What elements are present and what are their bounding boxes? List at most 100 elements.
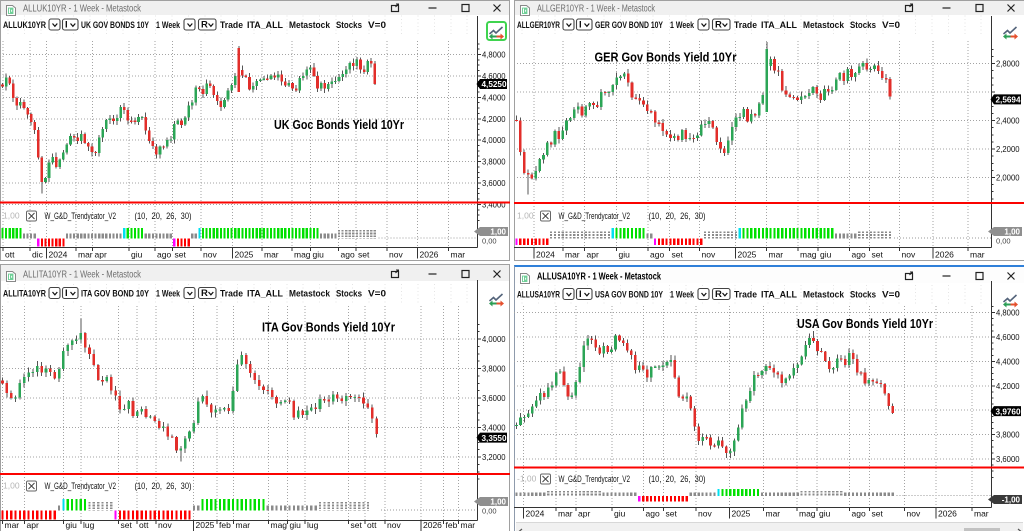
svg-text:Stocks: Stocks xyxy=(850,20,876,31)
svg-text:apr: apr xyxy=(587,250,599,260)
svg-text:UK GOV BONDS 10Y: UK GOV BONDS 10Y xyxy=(81,20,149,31)
svg-text:1,00: 1,00 xyxy=(3,481,20,491)
svg-text:4,0000: 4,0000 xyxy=(482,136,506,145)
svg-text:Trade: Trade xyxy=(220,289,243,300)
svg-text:nov: nov xyxy=(387,520,401,530)
svg-text:3,4000: 3,4000 xyxy=(482,200,506,209)
svg-text:lug: lug xyxy=(83,520,95,530)
svg-text:1 Week: 1 Week xyxy=(670,20,694,31)
svg-text:W_G&D_Trendycator_V2: W_G&D_Trendycator_V2 xyxy=(559,474,631,484)
svg-text:3,8000: 3,8000 xyxy=(996,431,1020,440)
svg-text:2026: 2026 xyxy=(423,520,442,530)
svg-text:3,4000: 3,4000 xyxy=(482,424,506,433)
svg-text:Trade: Trade xyxy=(220,20,243,31)
svg-text:Stocks: Stocks xyxy=(850,290,876,301)
svg-text:set: set xyxy=(666,509,678,519)
svg-text:3,6000: 3,6000 xyxy=(482,179,506,188)
svg-text:set: set xyxy=(672,250,684,260)
svg-text:mar: mar xyxy=(236,520,251,530)
svg-text:ago: ago xyxy=(341,250,355,260)
svg-text:4,2000: 4,2000 xyxy=(996,382,1020,391)
svg-text:4,8000: 4,8000 xyxy=(996,309,1020,318)
svg-text:1,00: 1,00 xyxy=(490,498,506,507)
svg-text:2025: 2025 xyxy=(196,520,215,530)
svg-text:mar: mar xyxy=(558,509,573,519)
svg-text:mar: mar xyxy=(78,250,93,260)
svg-text:R: R xyxy=(715,289,722,300)
svg-text:2,8000: 2,8000 xyxy=(996,60,1020,69)
svg-text:-1,00: -1,00 xyxy=(1002,496,1021,505)
svg-text:0,00: 0,00 xyxy=(996,237,1011,246)
svg-text:2025: 2025 xyxy=(235,250,254,260)
svg-text:1 Week: 1 Week xyxy=(156,20,180,31)
svg-text:0,00: 0,00 xyxy=(482,507,497,516)
svg-text:lug: lug xyxy=(307,520,319,530)
svg-text:ago: ago xyxy=(157,250,171,260)
svg-text:giu: giu xyxy=(614,509,626,519)
svg-text:nov: nov xyxy=(389,250,403,260)
svg-text:4,4000: 4,4000 xyxy=(996,357,1020,366)
svg-text:set: set xyxy=(175,250,187,260)
svg-text:(10, 20, 26, 30): (10, 20, 26, 30) xyxy=(649,474,706,484)
svg-text:mag: mag xyxy=(799,509,816,519)
svg-text:ALLITA10YR - 1 Week - Metastoc: ALLITA10YR - 1 Week - Metastock xyxy=(23,269,142,281)
svg-text:3,3550: 3,3550 xyxy=(482,434,507,443)
svg-text:2026: 2026 xyxy=(935,250,954,260)
svg-text:ott: ott xyxy=(367,520,377,530)
svg-text:ALLGER10YR - 1 Week - Metastoc: ALLGER10YR - 1 Week - Metastock xyxy=(537,3,656,15)
svg-text:ITA_ALL: ITA_ALL xyxy=(761,290,797,301)
svg-text:R: R xyxy=(201,20,208,31)
svg-text:W_G&D_Trendycator_V2: W_G&D_Trendycator_V2 xyxy=(45,481,117,491)
svg-text:2026: 2026 xyxy=(938,509,957,519)
svg-text:W_G&D_Trendycator_V2: W_G&D_Trendycator_V2 xyxy=(559,211,631,221)
svg-text:ago: ago xyxy=(650,250,664,260)
svg-text:set: set xyxy=(872,509,884,519)
svg-text:nov: nov xyxy=(698,509,712,519)
svg-text:2026: 2026 xyxy=(420,250,439,260)
svg-text:mag: mag xyxy=(800,250,817,260)
svg-text:0,00: 0,00 xyxy=(482,237,497,246)
svg-text:giu: giu xyxy=(131,250,143,260)
svg-text:mar: mar xyxy=(766,509,781,519)
svg-text:2024: 2024 xyxy=(536,250,555,260)
svg-text:ALLUSA10YR - 1 Week - Metastoc: ALLUSA10YR - 1 Week - Metastock xyxy=(537,271,661,283)
svg-text:3,6000: 3,6000 xyxy=(996,455,1020,464)
svg-text:I: I xyxy=(65,20,68,31)
svg-text:Stocks: Stocks xyxy=(336,20,362,31)
svg-text:nov: nov xyxy=(158,520,172,530)
svg-text:Trade: Trade xyxy=(734,20,757,31)
svg-text:set: set xyxy=(121,520,133,530)
svg-text:mar: mar xyxy=(970,250,985,260)
svg-text:Metastock: Metastock xyxy=(289,20,331,31)
svg-text:-1,00: -1,00 xyxy=(517,474,537,484)
svg-text:1 Week: 1 Week xyxy=(670,290,694,301)
svg-text:V=0: V=0 xyxy=(368,289,386,300)
svg-text:ITA GOV BOND 10Y: ITA GOV BOND 10Y xyxy=(81,289,149,300)
svg-text:R: R xyxy=(715,20,722,31)
svg-text:nov: nov xyxy=(902,250,916,260)
svg-text:2025: 2025 xyxy=(732,509,751,519)
svg-text:3,2000: 3,2000 xyxy=(482,453,506,462)
svg-text:1,00: 1,00 xyxy=(3,211,20,221)
svg-text:2025: 2025 xyxy=(738,250,757,260)
svg-text:ALLITA10YR: ALLITA10YR xyxy=(3,289,46,300)
svg-text:I: I xyxy=(579,20,582,31)
svg-text:Trade: Trade xyxy=(734,290,757,301)
svg-text:mar: mar xyxy=(5,520,20,530)
svg-text:USA GOV BOND 10Y: USA GOV BOND 10Y xyxy=(595,290,663,301)
svg-text:V=0: V=0 xyxy=(368,20,386,31)
svg-text:ALLUK10YR - 1 Week - Metastock: ALLUK10YR - 1 Week - Metastock xyxy=(23,3,142,15)
svg-text:nov: nov xyxy=(907,509,921,519)
svg-text:giu: giu xyxy=(66,520,78,530)
svg-text:ALLUSA10YR: ALLUSA10YR xyxy=(517,290,560,301)
svg-text:mar: mar xyxy=(461,520,476,530)
svg-text:1 Week: 1 Week xyxy=(156,289,180,300)
svg-text:1,00: 1,00 xyxy=(1004,228,1020,237)
svg-text:mag: mag xyxy=(271,520,288,530)
svg-text:V=0: V=0 xyxy=(882,20,900,31)
svg-text:I: I xyxy=(579,289,582,300)
svg-text:giu: giu xyxy=(619,250,631,260)
svg-text:dic: dic xyxy=(32,250,44,260)
svg-text:mar: mar xyxy=(565,250,580,260)
svg-text:ITA Gov Bonds Yield 10Yr: ITA Gov Bonds Yield 10Yr xyxy=(262,321,395,335)
